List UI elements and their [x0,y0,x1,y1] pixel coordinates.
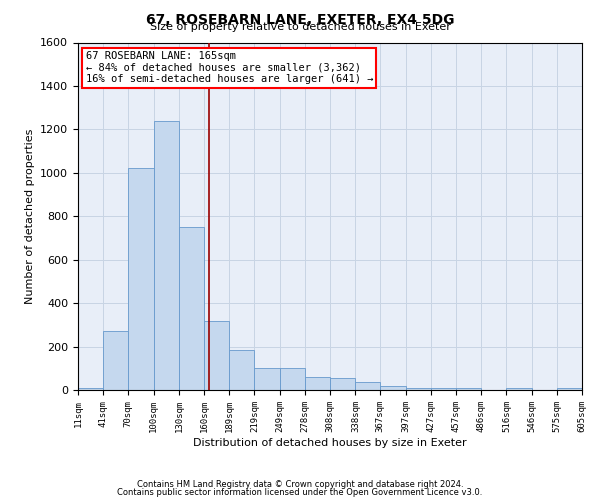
Bar [457,388,481,390]
Bar [103,332,128,390]
Text: Contains public sector information licensed under the Open Government Licence v3: Contains public sector information licen… [118,488,482,497]
X-axis label: Distribution of detached houses by size in Exeter: Distribution of detached houses by size … [193,438,467,448]
Text: 67, ROSEBARN LANE, EXETER, EX4 5DG: 67, ROSEBARN LANE, EXETER, EX4 5DG [146,12,454,26]
Y-axis label: Number of detached properties: Number of detached properties [25,128,35,304]
Bar [557,388,582,390]
Bar [355,382,380,390]
Bar [229,350,254,390]
Text: Size of property relative to detached houses in Exeter: Size of property relative to detached ho… [149,22,451,32]
Bar [406,388,431,390]
Bar [431,388,457,390]
Bar [305,377,330,390]
Bar [380,386,406,390]
Bar [205,320,229,390]
Text: 67 ROSEBARN LANE: 165sqm
← 84% of detached houses are smaller (3,362)
16% of sem: 67 ROSEBARN LANE: 165sqm ← 84% of detach… [86,51,373,84]
Bar [78,388,103,390]
Bar [128,168,154,390]
Bar [506,388,532,390]
Bar [154,120,179,390]
Bar [254,368,280,390]
Bar [330,378,355,390]
Bar [280,368,305,390]
Text: Contains HM Land Registry data © Crown copyright and database right 2024.: Contains HM Land Registry data © Crown c… [137,480,463,489]
Bar [179,227,205,390]
